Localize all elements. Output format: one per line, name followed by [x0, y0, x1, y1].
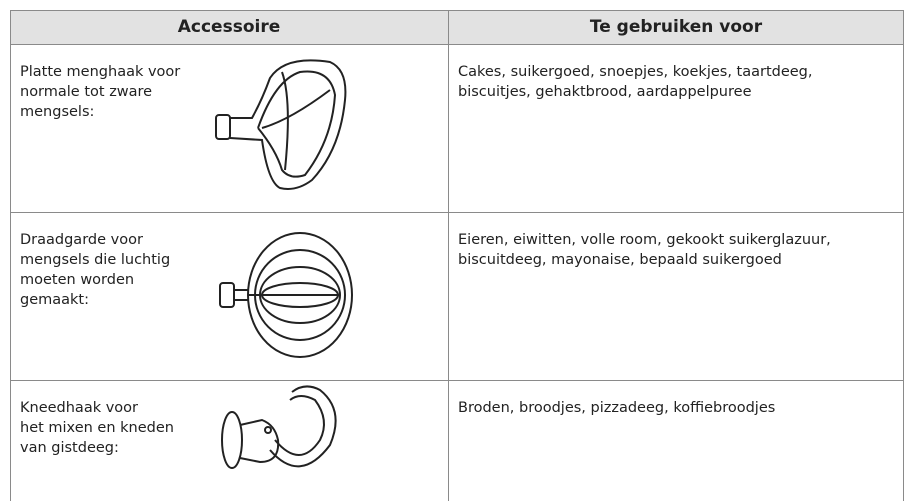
text-line: mengsels die luchtig [20, 252, 171, 268]
text-line: Broden, broodjes, pizzadeeg, koffiebrood… [458, 400, 776, 416]
border [10, 212, 903, 213]
text-line: normale tot zware [20, 84, 153, 100]
text-line: Platte menghaak voor [20, 64, 181, 80]
text-line: biscuitjes, gehaktbrood, aardappelpuree [458, 84, 752, 100]
usage-cell: Broden, broodjes, pizzadeeg, koffiebrood… [458, 398, 775, 418]
border [10, 10, 11, 501]
text-line: Kneedhaak voor [20, 400, 138, 416]
text-line: van gistdeeg: [20, 440, 119, 456]
text-line: Draadgarde voor [20, 232, 143, 248]
border [10, 380, 903, 381]
text-line: gemaakt: [20, 292, 89, 308]
flat-beater [215, 59, 347, 190]
text-line: moeten worden [20, 272, 135, 288]
border [10, 10, 903, 11]
border [903, 10, 904, 501]
whisk [219, 232, 353, 358]
accessory-cell: Platte menghaak voor normale tot zware men… [20, 62, 180, 122]
accessory-cell: Kneedhaak voor het mixen en kneden van gis… [20, 398, 174, 458]
text-line: het mixen en kneden [20, 420, 174, 436]
text-line: Cakes, suikergoed, snoepjes, koekjes, ta… [458, 64, 813, 80]
accessory-cell: Draadgarde voor mengsels die luchtig moete… [20, 230, 170, 310]
usage-cell: Eieren, eiwitten, volle room, gekookt su… [458, 230, 831, 270]
header-cell: Accessoire [10, 10, 448, 44]
header-cell: Te gebruiken voor [449, 10, 903, 44]
text-line: biscuitdeeg, mayonaise, bepaald suikergo… [458, 252, 782, 268]
usage-cell: Cakes, suikergoed, snoepjes, koekjes, ta… [458, 62, 813, 102]
border [448, 10, 449, 501]
border [10, 44, 903, 45]
dough-hook [221, 385, 337, 469]
text-line: mengsels: [20, 104, 95, 120]
text-line: Eieren, eiwitten, volle room, gekookt su… [458, 232, 831, 248]
